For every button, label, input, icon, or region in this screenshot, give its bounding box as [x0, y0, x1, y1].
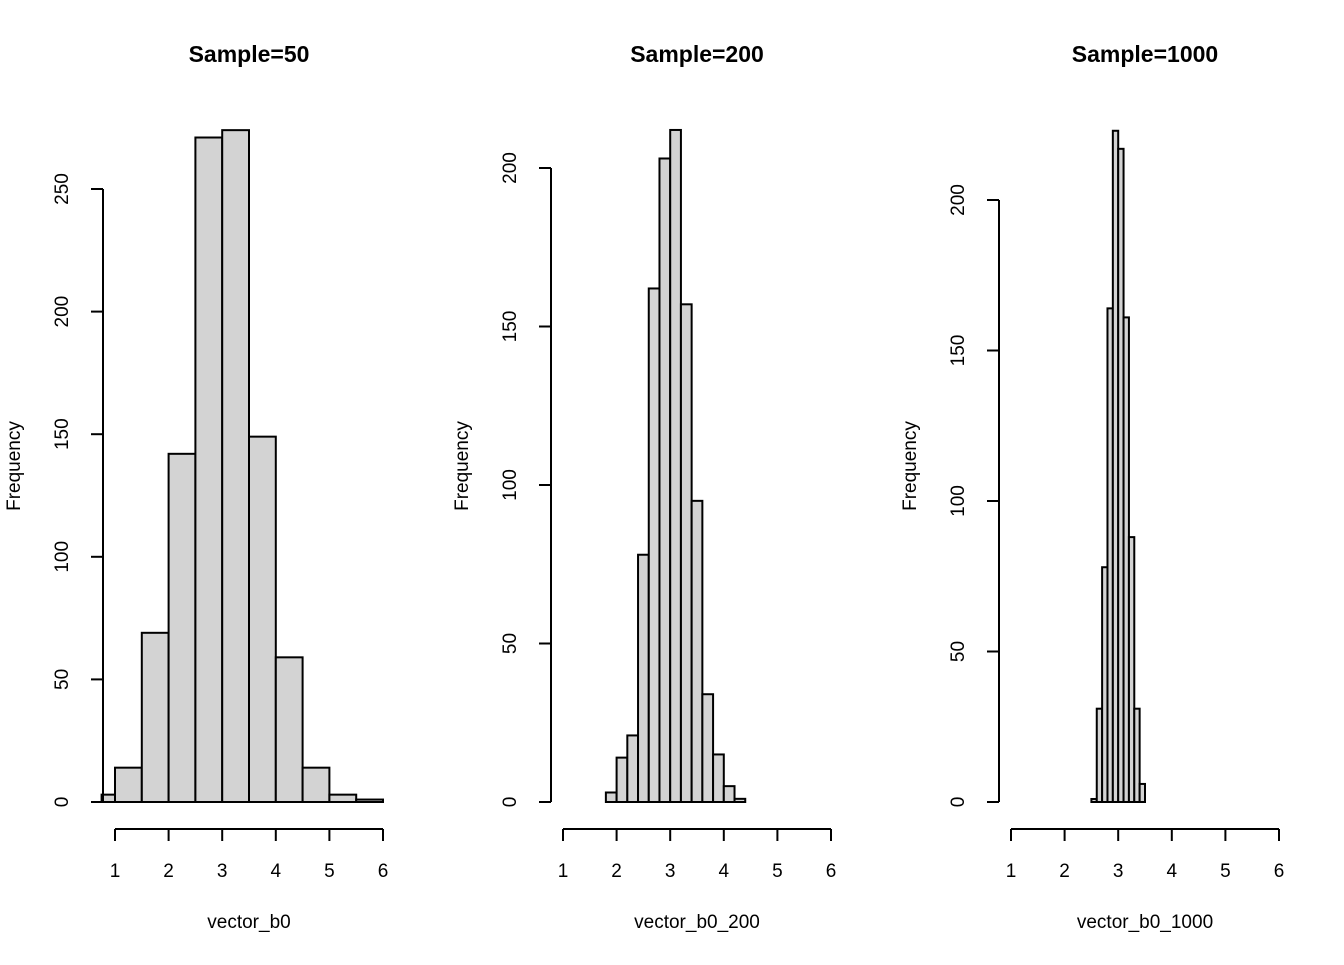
y-tick-label: 250 [52, 173, 73, 205]
x-tick-label: 1 [1006, 861, 1017, 882]
x-tick-label: 1 [558, 861, 569, 882]
histogram-bar [690, 499, 704, 803]
histogram-bar [712, 753, 725, 804]
x-tick-label: 6 [378, 861, 389, 882]
y-tick-label: 100 [948, 485, 969, 517]
y-tick-label: 100 [500, 469, 521, 501]
histogram-bar [221, 129, 250, 804]
y-axis-label: Frequency [4, 421, 25, 511]
histogram-bar [626, 734, 640, 803]
x-tick-label: 6 [1274, 861, 1285, 882]
histogram-bar [637, 553, 650, 803]
histogram-bar [328, 793, 358, 803]
y-tick-label: 200 [500, 152, 521, 184]
histogram-bar [658, 157, 672, 804]
x-tick-label: 5 [772, 861, 783, 882]
y-axis-label: Frequency [452, 421, 473, 511]
y-axis-label: Frequency [900, 421, 921, 511]
x-tick-label: 2 [163, 861, 174, 882]
y-tick-label: 50 [948, 641, 969, 662]
y-tick-label: 0 [500, 797, 521, 808]
x-axis-label: vector_b0_200 [634, 912, 760, 933]
y-tick-label: 200 [948, 184, 969, 216]
y-tick-label: 100 [52, 541, 73, 573]
histogram-bar [615, 756, 629, 803]
histogram-bar [679, 303, 693, 803]
x-axis-label: vector_b0_1000 [1077, 912, 1213, 933]
y-tick-label: 150 [52, 418, 73, 450]
y-tick-label: 150 [948, 335, 969, 367]
histogram-bar [274, 656, 304, 803]
x-tick-label: 3 [1113, 861, 1124, 882]
y-tick-label: 0 [52, 797, 73, 808]
histogram-bar [733, 797, 747, 804]
y-tick-label: 50 [500, 633, 521, 654]
chart-title: Sample=1000 [1072, 41, 1218, 67]
chart-title: Sample=200 [630, 41, 764, 67]
x-tick-label: 3 [217, 861, 228, 882]
x-tick-label: 4 [1167, 861, 1178, 882]
histogram-bar [669, 128, 682, 803]
histogram-bar [1138, 782, 1147, 804]
x-tick-label: 1 [110, 861, 121, 882]
x-tick-label: 3 [665, 861, 676, 882]
chart-title: Sample=50 [189, 41, 310, 67]
y-tick-label: 150 [500, 311, 521, 343]
x-tick-label: 5 [324, 861, 335, 882]
histogram-panel-3: Sample=1000 0 50 100 150 200 Frequency 1 2 3 4 5 6 ve… [900, 41, 1284, 933]
x-tick-label: 5 [1220, 861, 1231, 882]
histogram-bar [1133, 707, 1141, 803]
histogram-bar [1127, 536, 1136, 803]
histogram-bar [140, 631, 170, 804]
histogram-panel-1: Sample=50 0 50 100 150 200 250 Frequency 1 2 3 4 5 6 v… [4, 41, 388, 933]
histogram-bar [355, 798, 385, 803]
histogram-bar [167, 452, 197, 803]
histogram-bar [722, 785, 736, 804]
histogram-panel-2: Sample=200 0 50 100 150 200 Frequency 1 2 3 4 5 6 vec… [452, 41, 836, 933]
y-tick-label: 0 [948, 797, 969, 808]
histogram-bar [604, 791, 618, 803]
x-tick-label: 6 [826, 861, 837, 882]
histogram-bar [194, 136, 224, 803]
x-axis-label: vector_b0 [207, 912, 290, 933]
histogram-bar [647, 287, 661, 803]
histogram-bar [248, 435, 277, 803]
x-tick-label: 2 [611, 861, 622, 882]
histogram-bar [301, 766, 331, 803]
x-tick-label: 4 [719, 861, 730, 882]
histogram-bar [701, 693, 715, 803]
x-tick-label: 4 [271, 861, 282, 882]
histogram-bar [114, 766, 143, 803]
x-tick-label: 2 [1059, 861, 1070, 882]
y-tick-label: 200 [52, 296, 73, 328]
y-tick-label: 50 [52, 669, 73, 690]
